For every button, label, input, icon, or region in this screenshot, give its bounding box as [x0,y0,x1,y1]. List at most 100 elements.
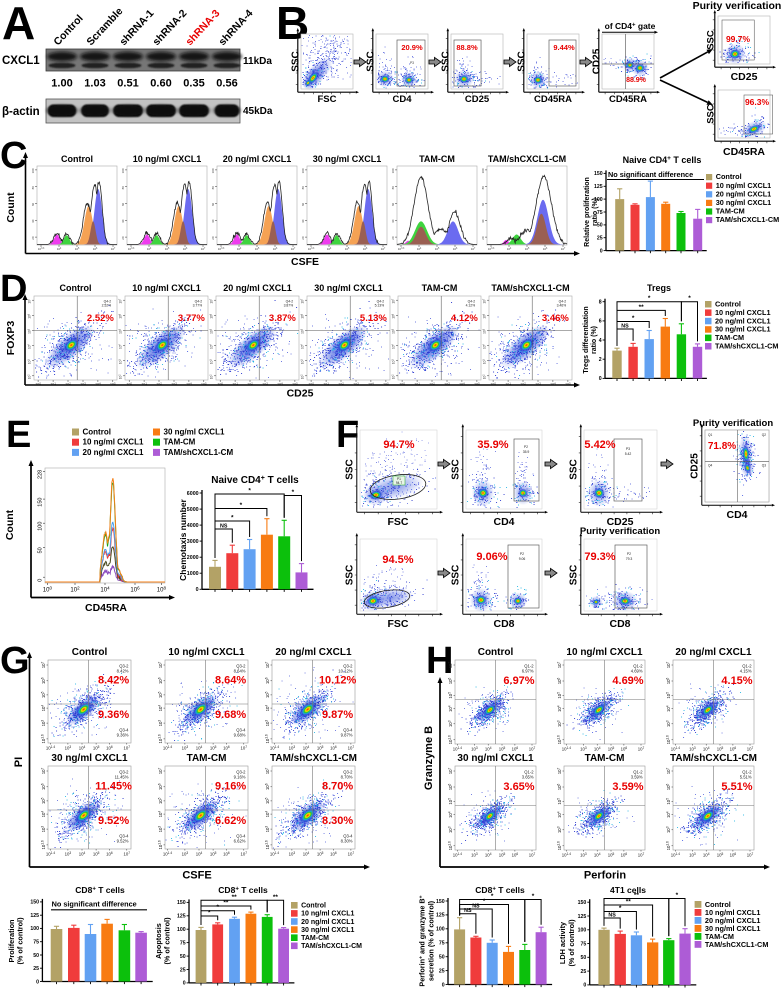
svg-text:Q1: Q1 [708,433,712,437]
svg-text:60: 60 [121,203,125,207]
svg-text:3000: 3000 [187,539,199,545]
svg-text:3.65%: 3.65% [522,775,534,780]
svg-text:103: 103 [289,745,296,751]
svg-text:Purity verification: Purity verification [693,418,773,429]
svg-text:3.46%: 3.46% [542,313,569,324]
svg-text:**: ** [634,892,640,899]
svg-text:20 ng/ml CXCL1: 20 ng/ml CXCL1 [275,647,352,658]
svg-text:4.12%: 4.12% [466,304,476,308]
svg-text:103: 103 [471,852,478,858]
svg-text:FSC: FSC [388,618,409,630]
svg-text:2000: 2000 [187,555,199,561]
svg-text:*: * [292,489,295,496]
svg-text:20: 20 [391,236,395,240]
svg-text:Q4-2: Q4-2 [104,299,112,303]
svg-text:Q3-2: Q3-2 [236,770,246,775]
svg-text:103: 103 [448,720,454,727]
svg-text:105: 105 [255,247,260,251]
svg-text:Control: Control [301,903,326,910]
svg-text:103: 103 [209,359,213,365]
svg-text:60: 60 [211,203,215,207]
svg-text:100: 100 [578,928,587,934]
svg-text:Tregs: Tregs [647,283,671,293]
svg-text:102: 102 [391,374,395,380]
svg-text:101: 101 [232,381,238,386]
svg-text:94.5%: 94.5% [382,554,413,566]
svg-text:8.64%: 8.64% [215,675,246,687]
svg-text:Control: Control [716,172,742,181]
svg-text:105: 105 [608,852,615,858]
svg-text:No significant difference: No significant difference [52,900,137,909]
svg-text:TAM/shCXCL1-CM: TAM/shCXCL1-CM [301,943,362,950]
svg-text:106: 106 [27,313,31,319]
svg-text:104: 104 [557,705,563,712]
svg-text:4.69%: 4.69% [612,675,643,687]
svg-text:75: 75 [581,941,587,947]
svg-text:TAM-CM: TAM-CM [301,935,329,942]
svg-text:107: 107 [241,851,248,857]
svg-text:125: 125 [578,914,587,920]
svg-text:CD45RA: CD45RA [85,602,127,614]
svg-text:of CD4+ gate: of CD4+ gate [605,21,656,31]
svg-text:101: 101 [414,381,420,386]
svg-text:102: 102 [209,374,213,380]
svg-text:103: 103 [580,852,587,858]
svg-text:105: 105 [717,746,724,752]
svg-text:107: 107 [118,298,122,304]
svg-text:96.3%: 96.3% [745,97,770,107]
svg-text:103: 103 [444,381,450,386]
svg-text:*: * [217,904,220,911]
svg-text:107: 107 [391,298,395,304]
svg-text:105: 105 [300,328,304,334]
svg-text:P2: P2 [627,552,631,556]
svg-text:Control: Control [72,647,108,658]
svg-text:99.7%: 99.7% [726,34,751,44]
svg-text:104: 104 [482,343,486,349]
svg-text:*: * [688,295,691,302]
svg-text:Q4-2: Q4-2 [195,299,203,303]
svg-text:10 ng/ml CXCL1: 10 ng/ml CXCL1 [83,438,144,447]
svg-text:10 ng/ml CXCL1: 10 ng/ml CXCL1 [301,911,354,918]
svg-text:E: E [6,414,31,456]
svg-text:105: 105 [482,328,486,334]
svg-text:6.62%: 6.62% [234,838,246,843]
svg-text:9.52%: 9.52% [117,838,129,843]
svg-text:106: 106 [265,677,271,684]
svg-text:104: 104 [196,745,203,751]
svg-text:0: 0 [196,587,199,593]
svg-text:228: 228 [38,470,44,479]
svg-text:106: 106 [453,247,458,251]
svg-text:35.9%: 35.9% [477,439,508,451]
svg-text:104: 104 [265,811,271,818]
svg-text:SSC: SSC [706,30,717,50]
svg-text:SSC: SSC [451,565,462,586]
svg-text:No significant difference: No significant difference [608,170,693,179]
svg-text:SSC: SSC [345,565,356,586]
svg-text:101.4: 101.4 [671,746,680,752]
svg-text:105: 105 [435,247,440,251]
svg-text:105: 105 [27,328,31,334]
svg-text:β-actin: β-actin [2,106,40,118]
svg-text:104: 104 [158,705,164,712]
svg-text:*: * [208,910,211,917]
svg-text:Apoptosis: Apoptosis [154,923,163,959]
svg-text:*: * [619,905,622,912]
svg-text:4.15%: 4.15% [740,669,752,674]
svg-text:TAM-CM: TAM-CM [715,333,744,342]
svg-text:25: 25 [33,966,39,972]
svg-text:Q4: Q4 [708,464,712,468]
svg-text:8.70%: 8.70% [341,775,353,780]
svg-text:107: 107 [747,852,754,858]
svg-text:25: 25 [180,967,186,973]
svg-text:75: 75 [180,940,186,946]
svg-text:TAM/shCXCL1-CM: TAM/shCXCL1-CM [164,448,234,457]
svg-text:0: 0 [600,248,603,254]
svg-text:9.06: 9.06 [519,557,526,561]
svg-text:NS: NS [621,324,629,330]
svg-text:8: 8 [599,300,602,306]
svg-text:20 ng/ml CXCL1: 20 ng/ml CXCL1 [675,647,752,658]
svg-text:secretion (% of control): secretion (% of control) [427,900,436,981]
svg-text:103: 103 [353,381,359,386]
svg-text:107: 107 [41,662,47,669]
svg-text:*: * [632,315,635,322]
